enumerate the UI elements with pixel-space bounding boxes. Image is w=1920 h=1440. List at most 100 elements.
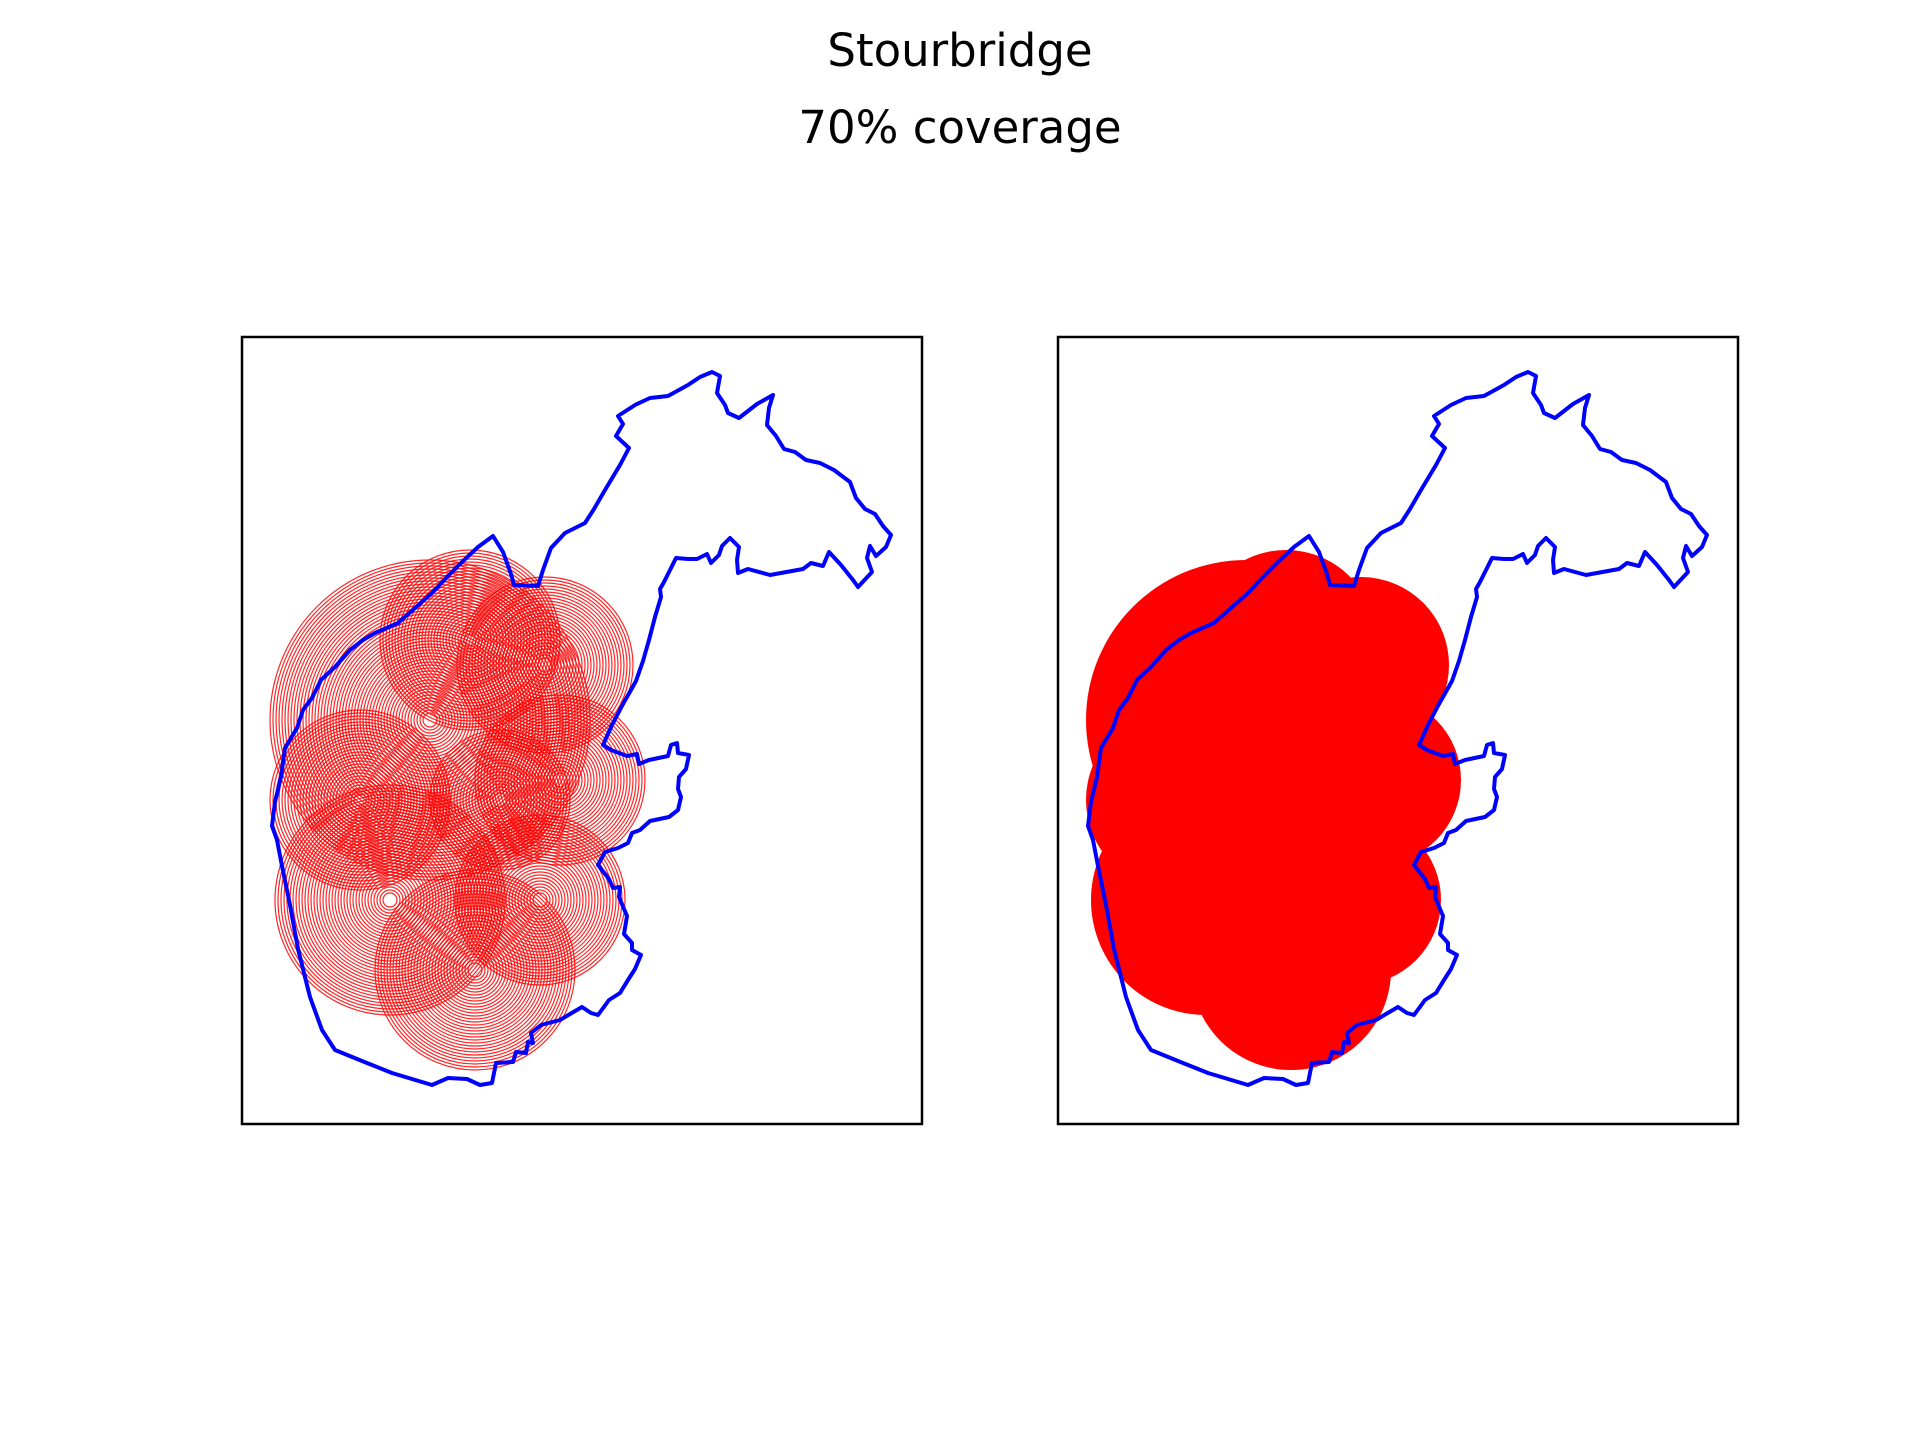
coverage-ring xyxy=(326,766,394,834)
coverage-ring xyxy=(427,597,513,683)
stourbridge-boundary xyxy=(270,370,893,1087)
coverage-ring xyxy=(489,789,511,811)
coverage-ring xyxy=(490,850,590,950)
coverage-ring xyxy=(410,700,450,740)
coverage-ring xyxy=(468,768,532,832)
coverage-ring xyxy=(480,780,520,820)
coverage-ring xyxy=(446,941,504,999)
coverage-disc xyxy=(1196,550,1376,730)
coverage-ring xyxy=(492,712,628,848)
coverage-ring xyxy=(492,612,598,718)
coverage-ring xyxy=(526,886,554,914)
coverage-ring xyxy=(407,697,453,743)
coverage-ring xyxy=(406,576,534,704)
coverage-ring xyxy=(284,574,576,866)
coverage-ring xyxy=(301,811,479,989)
coverage-ring xyxy=(447,747,553,853)
coverage-ring xyxy=(305,745,415,855)
coverage-ring xyxy=(455,950,495,990)
coverage-ring xyxy=(346,856,434,944)
coverage-ring xyxy=(465,585,625,745)
coverage-ring xyxy=(287,727,433,873)
stourbridge-boundary xyxy=(1086,370,1709,1087)
coverage-ring xyxy=(525,745,595,815)
coverage-ring xyxy=(340,850,440,950)
coverage-ring xyxy=(483,703,637,857)
coverage-ring xyxy=(471,771,529,829)
coverage-ring xyxy=(438,738,562,862)
coverage-ring xyxy=(298,808,482,992)
coverage-ring xyxy=(376,886,404,914)
coverage-ring xyxy=(323,763,397,837)
coverage-ring xyxy=(445,615,495,665)
coverage-ring xyxy=(534,654,556,676)
coverage-ring xyxy=(370,880,410,920)
coverage-ring xyxy=(440,935,510,1005)
coverage-ring xyxy=(403,573,537,707)
coverage-disc xyxy=(1086,710,1266,890)
coverage-ring xyxy=(353,793,367,807)
coverage-ring xyxy=(458,953,492,987)
coverage-ring xyxy=(388,558,552,722)
coverage-ring xyxy=(416,911,534,1029)
coverage-ring xyxy=(391,561,549,719)
coverage-ring xyxy=(454,624,486,656)
coverage-ring xyxy=(433,603,507,677)
coverage-ring xyxy=(409,579,531,701)
panel-frame xyxy=(240,335,924,1126)
coverage-ring xyxy=(441,741,559,859)
coverage-ring xyxy=(272,712,448,888)
coverage-ring xyxy=(311,751,409,849)
coverage-ring xyxy=(465,765,535,835)
coverage-ring xyxy=(495,715,625,845)
coverage-fill xyxy=(1086,550,1461,1070)
coverage-ring xyxy=(329,769,391,831)
coverage-ring xyxy=(513,733,607,827)
coverage-ring xyxy=(325,835,455,965)
coverage-ring xyxy=(290,730,430,870)
coverage-ring xyxy=(451,621,489,659)
coverage-ring xyxy=(486,786,514,814)
coverage-ring xyxy=(377,872,573,1068)
coverage-ring xyxy=(296,736,424,864)
coverage-ring xyxy=(477,777,523,823)
coverage-disc xyxy=(1246,730,1386,870)
coverage-ring xyxy=(394,564,546,716)
coverage-ring xyxy=(379,549,561,731)
coverage-ring xyxy=(471,591,619,739)
coverage-ring xyxy=(418,588,522,692)
coverage-ring xyxy=(280,790,500,1010)
coverage-ring xyxy=(317,757,403,843)
coverage-ring xyxy=(501,721,619,839)
coverage-ring xyxy=(483,783,517,817)
coverage-ring xyxy=(421,591,519,689)
coverage-ring xyxy=(302,742,418,858)
coverage-ring xyxy=(308,748,412,852)
coverage-ring xyxy=(444,744,556,856)
coverage-ring xyxy=(435,735,565,865)
coverage-rings xyxy=(269,549,646,1071)
coverage-ring xyxy=(449,944,501,996)
coverage-ring xyxy=(439,609,501,671)
coverage-ring xyxy=(474,774,526,826)
coverage-ring xyxy=(460,630,480,650)
coverage-ring xyxy=(456,756,544,844)
coverage-ring xyxy=(468,588,622,742)
coverage-ring xyxy=(344,784,376,816)
coverage-ring xyxy=(374,869,576,1071)
coverage-ring xyxy=(499,859,581,941)
coverage-ring xyxy=(335,775,385,825)
coverage-ring xyxy=(432,732,568,868)
coverage-ring xyxy=(434,929,516,1011)
coverage-ring xyxy=(269,709,451,891)
coverage-ring xyxy=(382,892,398,908)
coverage-ring xyxy=(429,729,571,871)
coverage-ring xyxy=(307,817,473,983)
coverage-ring xyxy=(520,880,560,920)
coverage-ring xyxy=(314,754,406,846)
coverage-ring xyxy=(316,826,464,974)
coverage-ring xyxy=(310,820,470,980)
coverage-ring xyxy=(338,778,382,822)
coverage-ring xyxy=(442,612,498,668)
